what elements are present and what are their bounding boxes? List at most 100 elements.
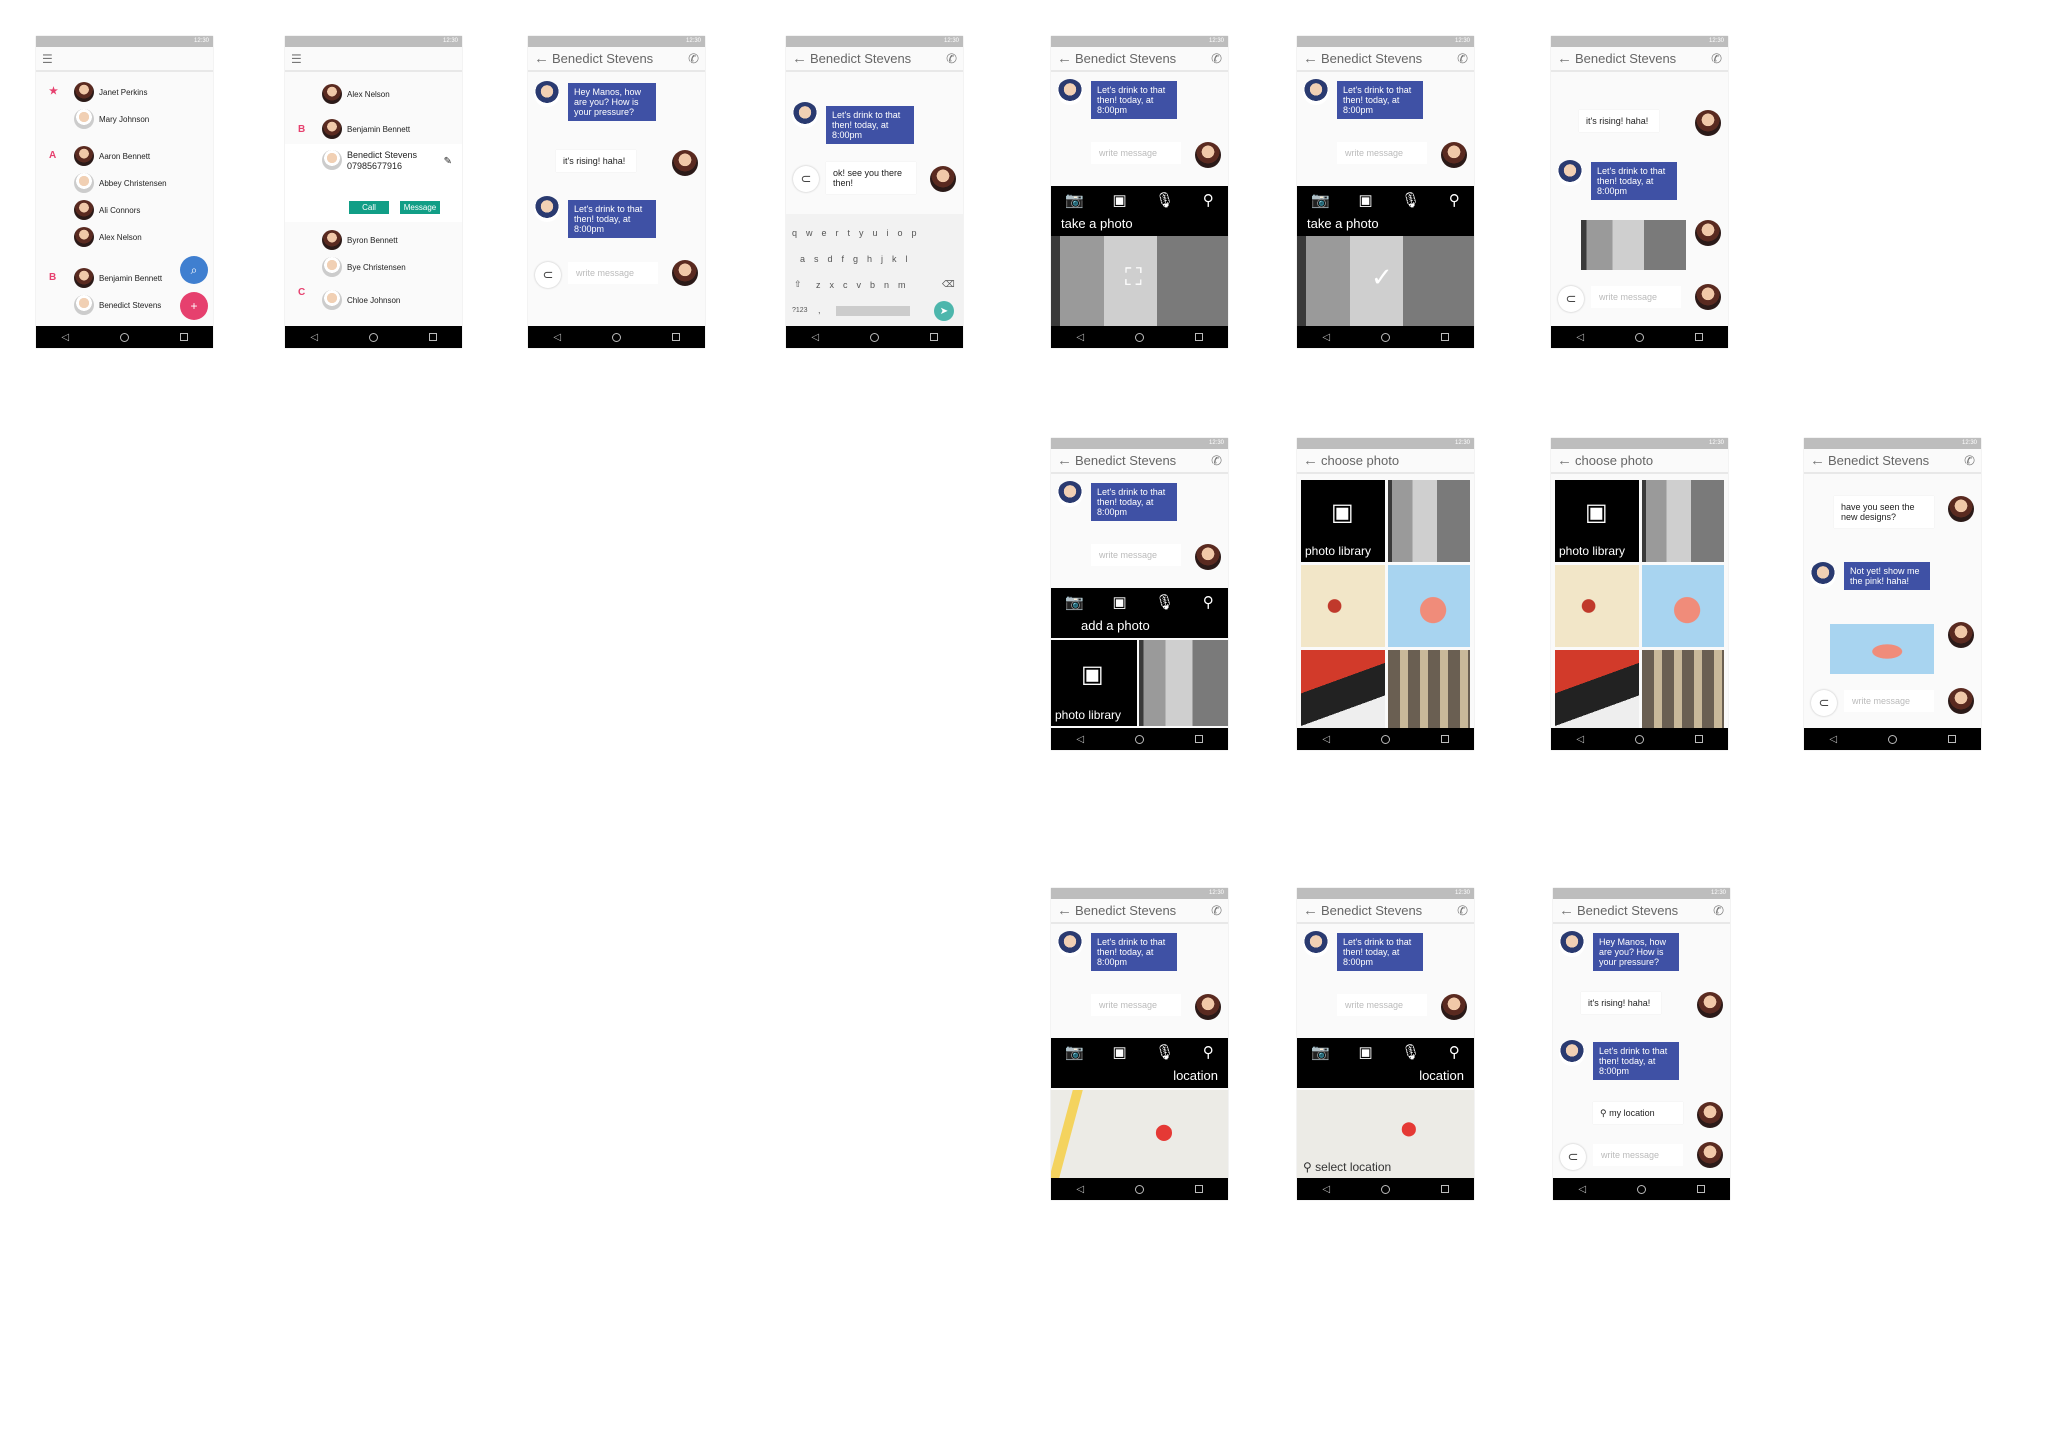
map-pin-icon[interactable]: ⬤: [1155, 1124, 1173, 1141]
map-pin-icon[interactable]: ⬤: [1401, 1120, 1417, 1136]
mic-icon[interactable]: 🎙: [1155, 1044, 1175, 1061]
location-message[interactable]: ⚲ my location: [1593, 1102, 1683, 1124]
contact-row[interactable]: Benjamin Bennett: [285, 119, 462, 139]
photo-thumbnail-selected[interactable]: [1642, 565, 1724, 647]
message-button[interactable]: Message: [400, 201, 440, 214]
phone-icon[interactable]: ✆: [946, 50, 957, 66]
nav-recents-icon[interactable]: [1194, 333, 1203, 341]
attach-icon[interactable]: ⊂: [1558, 286, 1584, 312]
image-icon[interactable]: ▣: [1112, 192, 1127, 209]
nav-back-icon[interactable]: ◁: [1322, 733, 1331, 745]
arrow-back-icon[interactable]: ←: [1303, 50, 1318, 67]
arrow-back-icon[interactable]: ←: [1557, 452, 1572, 469]
photo-thumbnail[interactable]: [1301, 565, 1385, 647]
message-input[interactable]: ok! see you there then!: [826, 162, 916, 194]
image-icon[interactable]: ▣: [1112, 594, 1127, 611]
nav-recents-icon[interactable]: [1440, 735, 1449, 743]
mic-icon[interactable]: 🎙: [1155, 192, 1175, 209]
keyboard-row-1[interactable]: qwertyuiop: [792, 228, 926, 238]
arrow-back-icon[interactable]: ←: [1057, 902, 1072, 919]
contact-row[interactable]: Chloe Johnson: [285, 290, 462, 310]
contact-row[interactable]: Alex Nelson: [36, 227, 213, 247]
shift-icon[interactable]: ⇧: [794, 279, 802, 289]
photo-library-tile[interactable]: ▣ photo library: [1051, 640, 1137, 726]
mic-icon[interactable]: 🎙: [1401, 1044, 1421, 1061]
nav-back-icon[interactable]: ◁: [811, 331, 820, 343]
phone-icon[interactable]: ✆: [1713, 902, 1724, 918]
message-input[interactable]: write message: [1593, 1144, 1683, 1166]
nav-home-icon[interactable]: [611, 332, 621, 342]
photo-thumbnail[interactable]: [1139, 640, 1228, 726]
contact-row[interactable]: Byron Bennett: [285, 230, 462, 250]
mic-icon[interactable]: 🎙: [1155, 594, 1175, 611]
check-icon[interactable]: ✓: [1371, 262, 1393, 292]
arrow-back-icon[interactable]: ←: [1810, 452, 1825, 469]
camera-icon[interactable]: 📷: [1065, 192, 1084, 209]
nav-recents-icon[interactable]: [1194, 1185, 1203, 1193]
nav-back-icon[interactable]: ◁: [1578, 1183, 1587, 1195]
attach-icon[interactable]: ⊂: [1811, 690, 1837, 716]
nav-home-icon[interactable]: [1380, 332, 1390, 342]
arrow-back-icon[interactable]: ←: [1557, 50, 1572, 67]
add-contact-fab[interactable]: +: [180, 292, 208, 320]
phone-icon[interactable]: ✆: [1211, 452, 1222, 468]
arrow-back-icon[interactable]: ←: [1303, 452, 1318, 469]
nav-home-icon[interactable]: [1380, 1184, 1390, 1194]
nav-recents-icon[interactable]: [179, 333, 188, 341]
location-pin-icon[interactable]: ⚲: [1202, 192, 1214, 209]
arrow-back-icon[interactable]: ←: [1559, 902, 1574, 919]
nav-recents-icon[interactable]: [1440, 1185, 1449, 1193]
photo-message[interactable]: [1830, 624, 1934, 674]
contact-row[interactable]: Bye Christensen: [285, 257, 462, 277]
location-pin-icon[interactable]: ⚲: [1202, 1044, 1214, 1061]
photo-thumbnail[interactable]: [1388, 650, 1470, 728]
nav-home-icon[interactable]: [368, 332, 378, 342]
contact-row[interactable]: Ali Connors: [36, 200, 213, 220]
camera-preview[interactable]: ✓: [1297, 236, 1474, 326]
nav-back-icon[interactable]: ◁: [1322, 331, 1331, 343]
contact-row[interactable]: Janet Perkins: [36, 82, 213, 102]
camera-icon[interactable]: 📷: [1065, 594, 1084, 611]
nav-home-icon[interactable]: [869, 332, 879, 342]
contact-row[interactable]: Benjamin Bennett: [36, 268, 213, 288]
nav-recents-icon[interactable]: [1440, 333, 1449, 341]
select-location-button[interactable]: ⚲ select location: [1297, 1156, 1474, 1178]
nav-recents-icon[interactable]: [428, 333, 437, 341]
nav-home-icon[interactable]: [1134, 332, 1144, 342]
photo-thumbnail[interactable]: [1388, 480, 1470, 562]
nav-recents-icon[interactable]: [1696, 1185, 1705, 1193]
mic-icon[interactable]: 🎙: [1401, 192, 1421, 209]
nav-recents-icon[interactable]: [1194, 735, 1203, 743]
phone-icon[interactable]: ✆: [1211, 902, 1222, 918]
nav-recents-icon[interactable]: [1694, 735, 1703, 743]
location-pin-icon[interactable]: ⚲: [1448, 1044, 1460, 1061]
nav-home-icon[interactable]: [1380, 734, 1390, 744]
nav-recents-icon[interactable]: [1947, 735, 1956, 743]
nav-back-icon[interactable]: ◁: [1076, 331, 1085, 343]
contact-row[interactable]: Alex Nelson: [285, 84, 462, 104]
nav-recents-icon[interactable]: [671, 333, 680, 341]
photo-thumbnail[interactable]: [1642, 650, 1724, 728]
camera-icon[interactable]: 📷: [1065, 1044, 1084, 1061]
photo-thumbnail[interactable]: [1555, 650, 1639, 728]
keyboard-row-2[interactable]: asdfghjkl: [800, 254, 917, 264]
location-pin-icon[interactable]: ⚲: [1202, 594, 1214, 611]
nav-recents-icon[interactable]: [929, 333, 938, 341]
nav-back-icon[interactable]: ◁: [1076, 1183, 1085, 1195]
nav-back-icon[interactable]: ◁: [1576, 733, 1585, 745]
nav-back-icon[interactable]: ◁: [553, 331, 562, 343]
nav-home-icon[interactable]: [119, 332, 129, 342]
message-input[interactable]: write message: [1091, 994, 1181, 1016]
arrow-back-icon[interactable]: ←: [1057, 452, 1072, 469]
search-fab[interactable]: ⌕: [180, 256, 208, 284]
photo-thumbnail[interactable]: [1555, 565, 1639, 647]
message-input[interactable]: write message: [568, 262, 658, 284]
call-button[interactable]: Call: [349, 201, 389, 214]
message-input[interactable]: write message: [1091, 142, 1181, 164]
phone-icon[interactable]: ✆: [688, 50, 699, 66]
message-input[interactable]: write message: [1844, 690, 1934, 712]
photo-library-tile[interactable]: ▣ photo library: [1301, 480, 1385, 562]
contact-row[interactable]: Aaron Bennett: [36, 146, 213, 166]
phone-icon[interactable]: ✆: [1211, 50, 1222, 66]
camera-preview[interactable]: ⛶: [1051, 236, 1228, 326]
